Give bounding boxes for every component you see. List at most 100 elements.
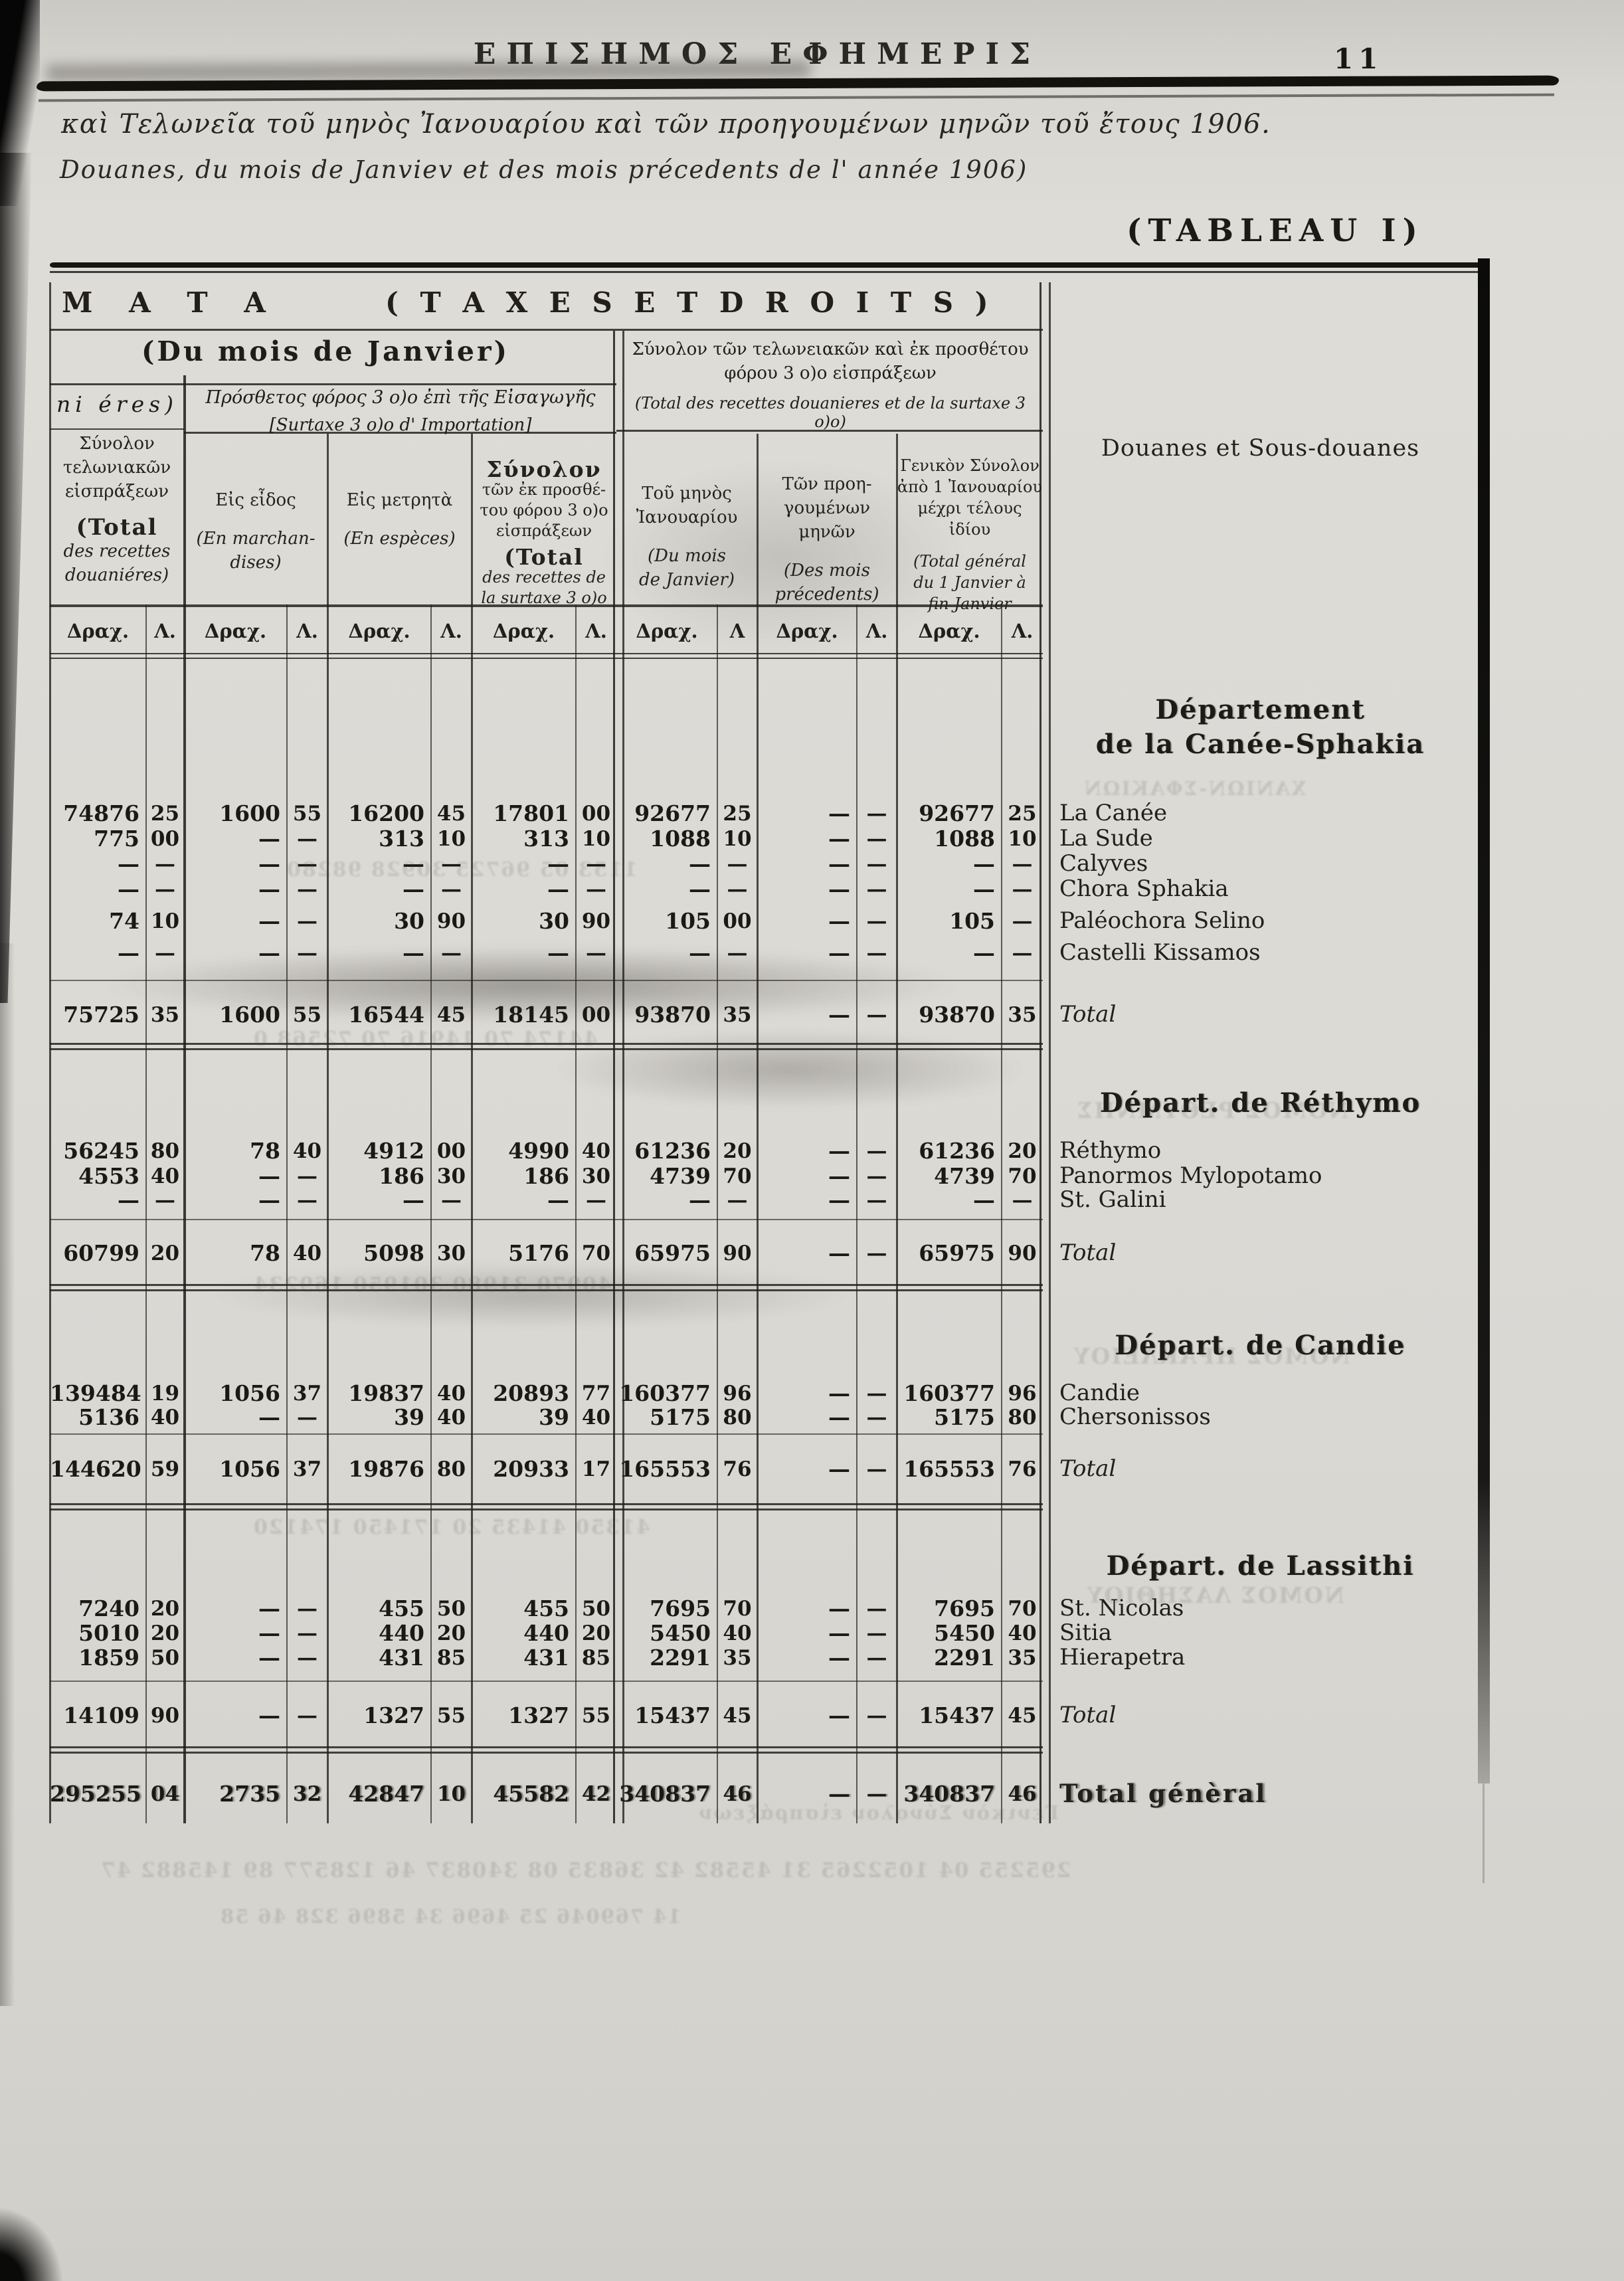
column-line	[896, 434, 898, 1823]
cell-drachmes: 1600	[219, 1002, 280, 1028]
cell-lepta: 35	[1008, 1003, 1037, 1027]
cell-lepta: —	[866, 1003, 887, 1027]
cell-drachmes: —	[689, 1187, 711, 1213]
column-header-line: εἰσπράξεων	[496, 521, 592, 540]
column-header-line: (Total	[504, 544, 584, 570]
cell-lepta: 25	[1008, 802, 1037, 826]
cell-lepta: —	[297, 1597, 317, 1621]
cell-drachmes: —	[258, 908, 280, 934]
right-group-header-greek-2: φόρου 3 ο)ο εἰσπράξεων	[724, 363, 937, 383]
column-header-line: des recettes	[63, 541, 171, 561]
cell-drachmes: 39	[539, 1404, 569, 1430]
cell-lepta: 59	[150, 1457, 180, 1481]
cell-drachmes: 1327	[508, 1702, 569, 1728]
cell-lepta: 40	[292, 1139, 322, 1163]
cell-lepta: —	[866, 1164, 887, 1188]
column-header-mois-precedents: Τῶν προη-γουμένων μηνῶν (Des mois précedent…	[757, 472, 897, 606]
cell-drachmes: 42847	[348, 1781, 424, 1807]
row-name: St. Nicolas	[1059, 1595, 1184, 1621]
cell-lepta: 00	[150, 827, 180, 851]
section-heading: Départ. de Lassithi	[1106, 1550, 1415, 1582]
cell-drachmes: —	[403, 876, 424, 902]
column-header-line: μέχρι τέλους	[917, 499, 1022, 517]
cell-drachmes: 75725	[63, 1002, 139, 1028]
cell-lepta: 90	[723, 1241, 752, 1265]
cell-drachmes: 4553	[78, 1163, 139, 1189]
cell-lepta: 96	[1008, 1382, 1037, 1406]
cell-drachmes: —	[258, 1163, 280, 1189]
section-heading: Départ. de Candie	[1115, 1330, 1406, 1361]
cell-drachmes: 1056	[219, 1380, 280, 1406]
right-group-header-greek-1: Σύνολον τῶν τελωνειακῶν καὶ ἐκ προσθέτου	[632, 339, 1029, 359]
row-name: La Canée	[1059, 800, 1168, 826]
cell-drachmes: 4739	[650, 1163, 711, 1189]
cell-lepta: 20	[150, 1597, 180, 1621]
cell-lepta: —	[297, 1646, 317, 1670]
cell-drachmes: 340837	[903, 1781, 995, 1807]
cell-lepta: 70	[723, 1597, 752, 1621]
section-heading: Département	[1155, 694, 1366, 725]
cell-drachmes: 1056	[219, 1456, 280, 1482]
cell-lepta: 30	[581, 1164, 611, 1188]
column-header-line: (Total	[76, 514, 158, 541]
cell-drachmes: 5450	[934, 1620, 995, 1646]
cell-drachmes: 60799	[63, 1240, 139, 1266]
cell-drachmes: —	[828, 908, 850, 934]
column-line	[183, 375, 186, 1823]
cell-drachmes: —	[403, 851, 424, 877]
cell-lepta: 40	[723, 1621, 752, 1645]
cell-lepta: —	[297, 827, 317, 851]
row-name: Réthymo	[1059, 1137, 1162, 1164]
cell-drachmes: 105	[665, 908, 711, 934]
cell-drachmes: 313	[379, 826, 424, 852]
cell-lepta: 10	[581, 827, 611, 851]
cell-drachmes: —	[258, 851, 280, 877]
cell-lepta: 20	[1008, 1139, 1037, 1163]
cell-drachmes: —	[828, 876, 850, 902]
cell-drachmes: —	[547, 1187, 569, 1213]
header-rule	[616, 430, 1043, 432]
cell-drachmes: 16544	[348, 1002, 424, 1028]
cell-lepta: 10	[150, 909, 180, 933]
cell-lepta: 90	[1008, 1241, 1037, 1265]
cell-lepta: 10	[1008, 827, 1037, 851]
row-name: Panormos Mylopotamo	[1059, 1162, 1322, 1189]
cell-lepta: 37	[292, 1457, 322, 1481]
cell-lepta: 40	[150, 1164, 180, 1188]
unit-header-drachmes: Δραχ.	[66, 620, 130, 642]
cell-drachmes: 45582	[493, 1781, 569, 1807]
cell-lepta: 45	[723, 1704, 752, 1728]
cell-drachmes: 160377	[903, 1380, 995, 1406]
cell-drachmes: 7695	[934, 1596, 995, 1621]
cell-drachmes: —	[258, 940, 280, 966]
ink-smudge	[100, 947, 963, 1023]
cell-drachmes: —	[828, 1702, 850, 1728]
cell-lepta: 50	[436, 1597, 466, 1621]
column-header-line: (Du mois	[648, 546, 726, 566]
column-header-line: Τοῦ μηνὸς	[642, 484, 732, 503]
cell-drachmes: 165553	[619, 1456, 711, 1482]
cell-drachmes: —	[258, 876, 280, 902]
cell-lepta: 80	[723, 1406, 752, 1429]
cell-drachmes: 455	[523, 1596, 569, 1621]
cell-lepta: 40	[436, 1382, 466, 1406]
cell-lepta: 25	[150, 802, 180, 826]
cell-lepta: 70	[581, 1241, 611, 1265]
section-heading: Départ. de Réthymo	[1099, 1087, 1421, 1119]
cell-lepta: —	[727, 852, 748, 876]
column-header-line: μηνῶν	[798, 522, 856, 542]
column-header-line: (En espèces)	[343, 529, 456, 549]
cell-drachmes: 4739	[934, 1163, 995, 1189]
cell-drachmes: —	[547, 940, 569, 966]
row-name: Sitia	[1059, 1619, 1112, 1646]
column-header-line: (Des mois	[784, 561, 870, 581]
customs-table: Μ Α Τ Α ( T A X E S E T D R O I T S ) (D…	[49, 258, 1504, 1883]
cell-drachmes: 65975	[634, 1240, 711, 1266]
cell-lepta: —	[866, 941, 887, 965]
column-line	[1001, 604, 1002, 1823]
cell-lepta: 45	[436, 802, 466, 826]
row-name: Calyves	[1059, 850, 1148, 877]
cell-drachmes: 295255	[50, 1781, 141, 1807]
cell-drachmes: 1600	[219, 800, 280, 826]
page-number: 11	[1334, 43, 1384, 75]
